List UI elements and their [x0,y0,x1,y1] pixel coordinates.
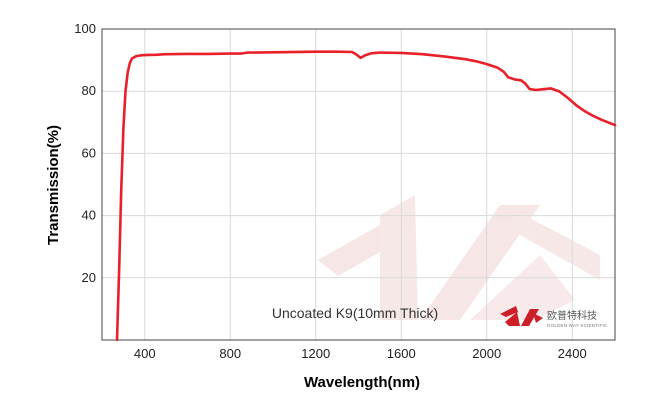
y-tick-label: 80 [82,83,96,98]
watermark-logo [318,195,600,320]
x-axis-title: Wavelength(nm) [304,374,420,391]
y-axis-ticks: 20 40 60 80 100 [74,21,96,285]
y-axis-title: Transmission(%) [45,125,62,245]
company-logo: 欧普特科技 GOLDEN WAY SCIENTIFIC [500,306,608,328]
x-tick-label: 2400 [558,346,587,361]
x-axis-ticks: 400 800 1200 1600 2000 2400 [134,346,587,361]
logo-mark-icon [500,306,543,326]
watermark-shape [470,255,575,320]
x-tick-label: 1600 [387,346,416,361]
watermark-shape [420,205,540,320]
x-tick-label: 2000 [472,346,501,361]
y-tick-label: 60 [82,145,96,160]
x-tick-label: 400 [134,346,156,361]
chart-annotation: Uncoated K9(10mm Thick) [272,305,438,321]
y-tick-label: 20 [82,270,96,285]
grid-lines [102,28,615,340]
transmission-series-line [115,50,617,342]
plot-frame [101,28,616,341]
watermark-shape [505,205,600,280]
logo-name-en: GOLDEN WAY SCIENTIFIC [547,323,608,328]
y-tick-label: 100 [74,21,96,36]
watermark-shape [380,195,418,320]
x-tick-label: 800 [219,346,241,361]
x-tick-label: 1200 [301,346,330,361]
logo-name-cn: 欧普特科技 [547,309,597,322]
y-tick-label: 40 [82,208,96,223]
